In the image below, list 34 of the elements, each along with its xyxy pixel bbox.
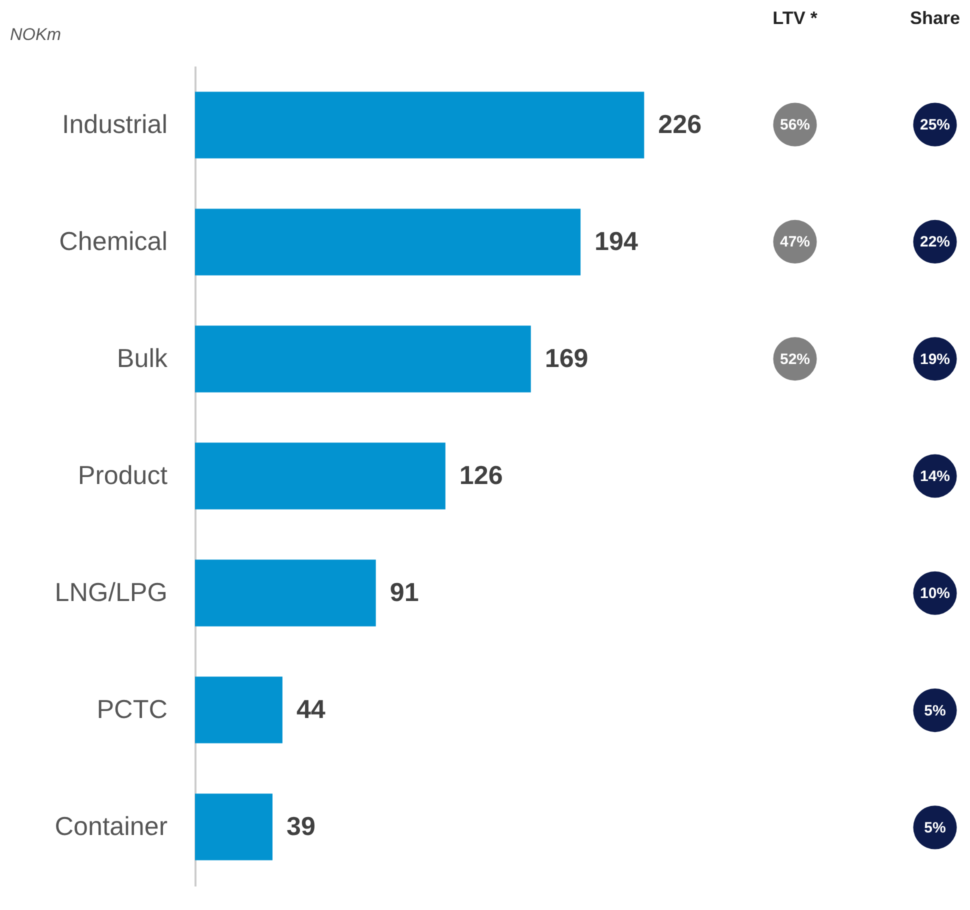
bar: [195, 92, 644, 158]
text: NOKm: [10, 25, 61, 44]
bar: [195, 560, 376, 626]
text: LTV *: [772, 8, 818, 28]
data-label: 39: [286, 810, 316, 841]
data-label: 10%: [920, 585, 950, 602]
y-tick-label: Bulk: [116, 343, 168, 374]
data-label: 52%: [780, 350, 810, 368]
bar: [195, 676, 282, 744]
y-tick-label: Industrial: [62, 109, 168, 140]
data-label: 194: [594, 226, 638, 256]
bar: [195, 208, 581, 276]
y-tick-label: LNG/LPG: [54, 576, 168, 607]
y-tick-label: Product: [78, 460, 168, 490]
y-tick-label: PCTC: [96, 694, 168, 724]
y-tick-label: Chemical: [59, 226, 168, 256]
data-label: 91: [390, 576, 419, 607]
data-label: 19%: [920, 350, 950, 368]
text: Share: [910, 8, 960, 28]
data-label: 44: [296, 694, 326, 724]
data-label: 56%: [780, 116, 810, 134]
data-label: 14%: [920, 468, 950, 485]
data-label: 47%: [780, 234, 810, 251]
y-tick-label: Container: [54, 810, 168, 841]
data-label: 5%: [924, 702, 946, 720]
data-label: 25%: [920, 116, 950, 134]
data-label: 5%: [924, 819, 946, 836]
bar: [195, 442, 446, 510]
bar: [195, 326, 531, 392]
data-label: 126: [459, 460, 503, 490]
data-label: 22%: [920, 234, 950, 251]
data-label: 169: [544, 343, 588, 374]
data-label: 226: [658, 109, 702, 140]
bar: [195, 794, 273, 860]
